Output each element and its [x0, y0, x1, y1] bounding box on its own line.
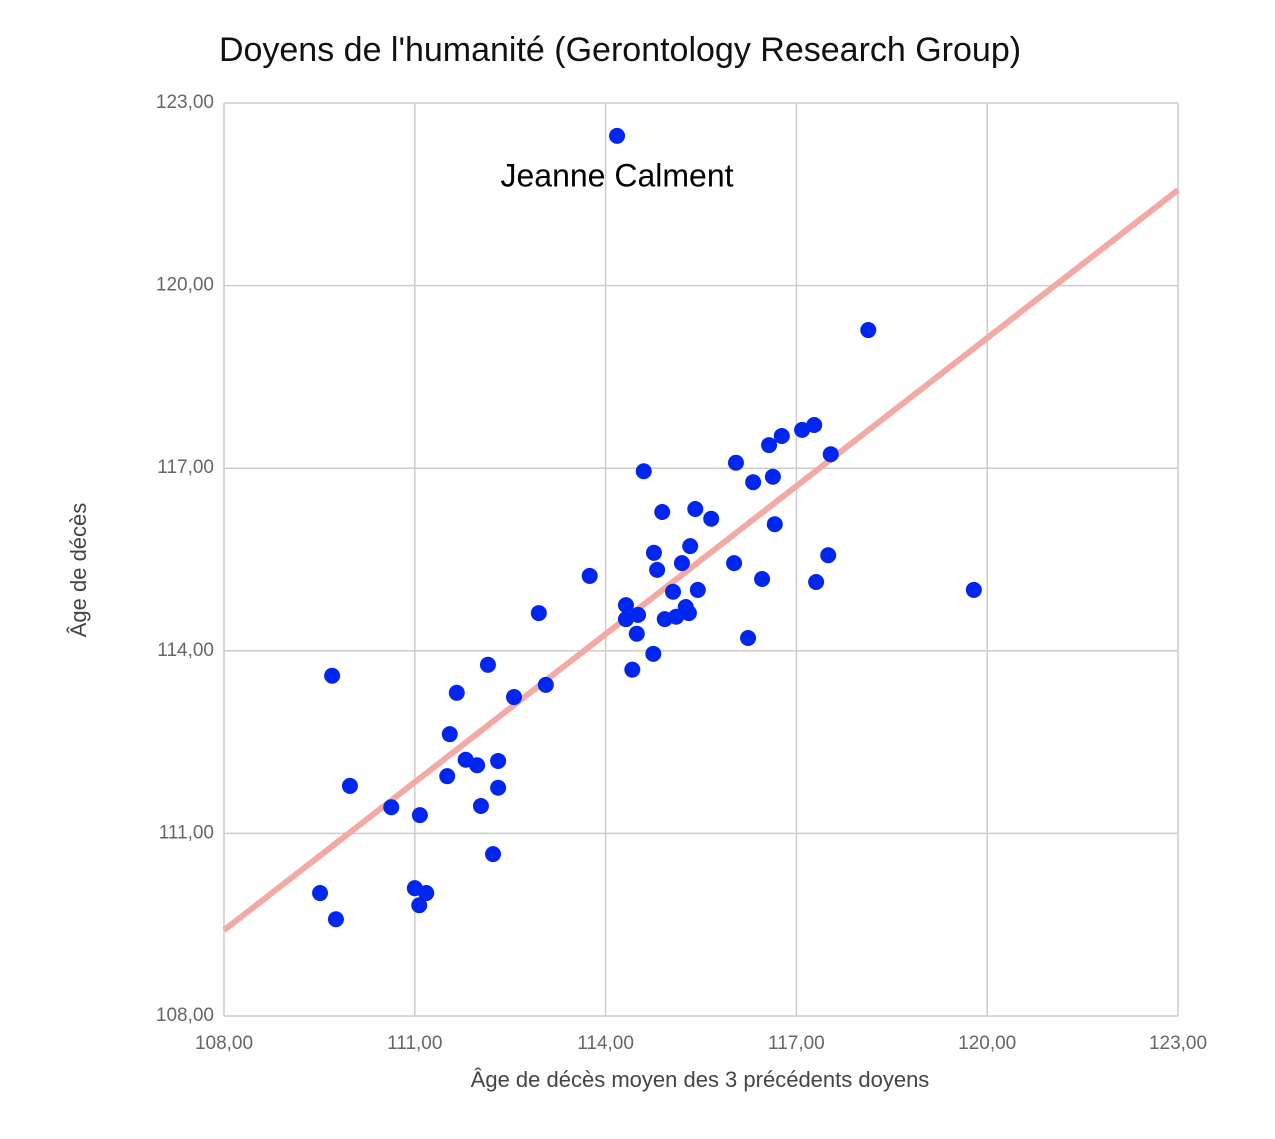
point — [506, 689, 523, 706]
y-axis-label: Âge de décès — [66, 503, 91, 638]
point — [726, 555, 743, 572]
point — [687, 500, 704, 517]
point — [635, 463, 652, 480]
point — [472, 798, 489, 815]
point — [673, 555, 690, 572]
point — [740, 630, 757, 647]
point — [418, 885, 435, 902]
point — [485, 846, 502, 863]
point — [764, 468, 781, 485]
point — [327, 911, 344, 928]
point — [581, 567, 598, 584]
point — [680, 605, 697, 622]
point — [617, 611, 634, 628]
point — [965, 581, 982, 598]
point — [411, 897, 428, 914]
point — [820, 547, 837, 564]
point — [617, 597, 634, 614]
point — [656, 611, 673, 628]
x-tick-label: 114,00 — [577, 1033, 634, 1054]
point — [439, 768, 456, 785]
y-tick-label: 111,00 — [159, 822, 214, 843]
y-tick-label: 114,00 — [157, 640, 214, 661]
point — [860, 322, 877, 339]
point — [654, 504, 671, 521]
x-tick-label: 117,00 — [768, 1033, 825, 1054]
point — [383, 799, 400, 816]
annotation: Jeanne Calment — [500, 157, 733, 193]
point — [682, 538, 699, 555]
point — [761, 437, 778, 454]
point — [411, 807, 428, 824]
point — [703, 510, 720, 527]
point — [630, 606, 647, 623]
point — [754, 570, 771, 587]
x-tick-label: 111,00 — [387, 1033, 442, 1054]
point — [645, 544, 662, 561]
x-tick-label: 123,00 — [1149, 1033, 1207, 1054]
point — [490, 779, 507, 796]
point — [766, 516, 783, 533]
point — [689, 581, 706, 598]
point — [530, 605, 547, 622]
point — [537, 676, 554, 693]
point — [628, 625, 645, 642]
x-axis-label: Âge de décès moyen des 3 précédents doye… — [471, 1067, 930, 1092]
point — [469, 757, 486, 774]
point — [448, 684, 465, 701]
x-tick-label: 108,00 — [195, 1033, 253, 1054]
point — [808, 574, 825, 591]
point — [624, 661, 641, 678]
point — [341, 777, 358, 794]
point — [649, 561, 666, 578]
trendline — [222, 187, 1180, 933]
grid — [223, 102, 1179, 1017]
point — [794, 421, 811, 438]
chart-title: Doyens de l'humanité (Gerontology Resear… — [219, 31, 1021, 69]
point — [773, 427, 790, 444]
point — [645, 645, 662, 662]
point — [490, 752, 507, 769]
point — [745, 474, 762, 491]
y-tick-label: 108,00 — [156, 1005, 214, 1026]
point — [806, 416, 823, 433]
point — [324, 667, 341, 684]
x-tick-label: 120,00 — [958, 1033, 1016, 1054]
point — [609, 127, 626, 144]
y-tick-label: 123,00 — [156, 92, 214, 113]
point — [665, 583, 682, 600]
y-tick-label: 120,00 — [156, 275, 214, 296]
plot-area — [222, 127, 1180, 933]
point — [441, 726, 458, 743]
y-tick-label: 117,00 — [157, 457, 214, 478]
point — [822, 446, 839, 463]
point — [312, 885, 329, 902]
point — [479, 656, 496, 673]
point — [727, 454, 744, 471]
